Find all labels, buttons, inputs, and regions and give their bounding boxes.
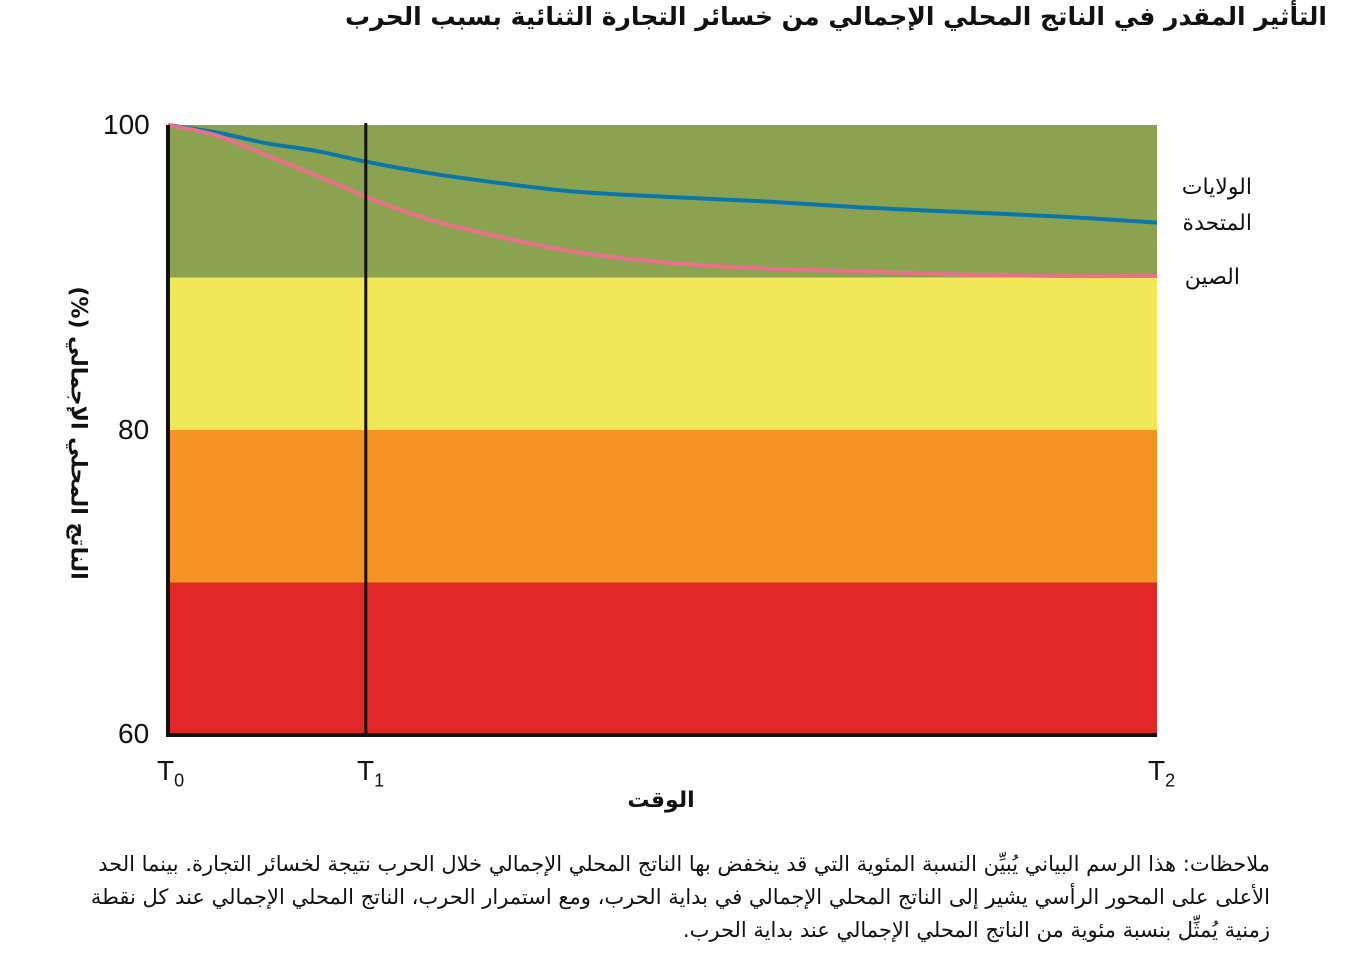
x-tick-t2: T2 — [1148, 755, 1176, 791]
y-axis-label: الناتج المحلي الإجمالي (%) — [65, 286, 91, 580]
legend-china: الصين — [1184, 265, 1240, 290]
band-0 — [168, 125, 1157, 278]
band-2 — [168, 430, 1157, 583]
band-3 — [168, 582, 1157, 735]
series-line-1 — [167, 123, 1158, 279]
chart-title: التأثير المقدر في الناتج المحلي الإجمالي… — [345, 2, 1327, 31]
x-tick-t0: T0 — [157, 755, 185, 791]
background-bands — [168, 125, 1157, 735]
y-tick-80: 80 — [118, 414, 150, 445]
legend-us: الولايات المتحدة — [1150, 170, 1252, 242]
legend-us-line1: الولايات — [1181, 175, 1252, 200]
series-line-0 — [167, 123, 1158, 225]
x-axis-label: الوقت — [627, 788, 695, 813]
chart-notes: ملاحظات: هذا الرسم البياني يُبيِّن النسب… — [90, 852, 1270, 942]
series-lines — [167, 123, 1158, 279]
y-tick-60: 60 — [118, 718, 150, 749]
band-1 — [168, 277, 1157, 430]
legend-us-line2: المتحدة — [1182, 211, 1252, 236]
y-tick-100: 100 — [103, 109, 150, 140]
x-tick-t1: T1 — [357, 755, 385, 791]
